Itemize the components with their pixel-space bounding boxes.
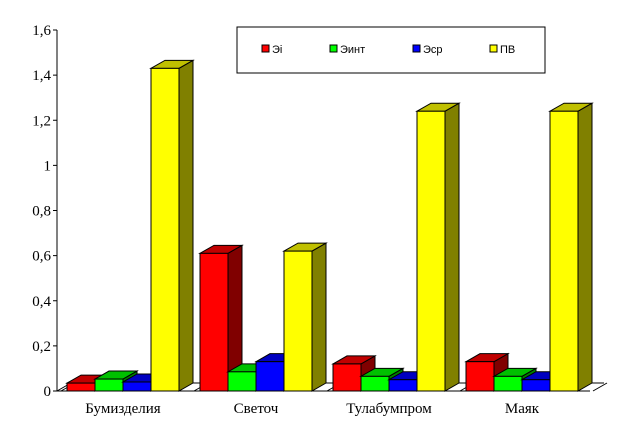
legend-swatch xyxy=(261,44,270,53)
x-tick-label: Светоч xyxy=(234,401,279,417)
bar-front xyxy=(493,375,523,392)
bar-front xyxy=(227,371,257,392)
y-tick-label: 0,2 xyxy=(32,339,51,355)
y-tick-label: 0 xyxy=(44,384,52,400)
bar-front xyxy=(255,361,285,392)
bar-front xyxy=(416,110,446,392)
bar-front xyxy=(332,363,362,392)
legend-label: Эі xyxy=(272,44,282,56)
bar-front xyxy=(521,379,551,392)
bar-front xyxy=(283,250,313,392)
legend-swatch xyxy=(329,44,338,53)
y-tick-label: 0,8 xyxy=(32,204,51,220)
bar-front xyxy=(94,378,124,392)
bar-front xyxy=(199,252,229,392)
x-tick-label: Бумизделия xyxy=(85,401,161,417)
y-tick-label: 1,6 xyxy=(32,23,51,39)
y-tick-label: 0,4 xyxy=(32,294,51,310)
legend-label: ПВ xyxy=(500,44,515,56)
bar-front xyxy=(465,361,495,392)
bar-side xyxy=(178,59,194,392)
legend-label: Эср xyxy=(423,44,443,56)
bar-front xyxy=(360,375,390,392)
y-tick-label: 1,4 xyxy=(32,68,51,84)
bar-ПВ-Тулабумпром xyxy=(415,102,461,392)
x-tick-label: Тулабумпром xyxy=(346,401,432,417)
legend-swatch xyxy=(412,44,421,53)
bar-front xyxy=(122,381,152,392)
bar-side xyxy=(311,242,327,392)
x-tick xyxy=(592,382,608,392)
y-tick-label: 1 xyxy=(44,158,52,174)
bar-ПВ-Светоч xyxy=(282,242,328,392)
x-tick-label: Маяк xyxy=(505,401,540,417)
bar-Эі-Светоч xyxy=(198,244,244,392)
y-tick-label: 1,2 xyxy=(32,113,51,129)
bar-side xyxy=(444,102,460,392)
bar-front xyxy=(150,67,180,392)
bar-ПВ-Бумизделия xyxy=(149,59,195,392)
y-tick-label: 0,6 xyxy=(32,249,51,265)
legend-box xyxy=(236,26,546,74)
bar-side xyxy=(577,102,593,392)
bar-ПВ-Маяк xyxy=(548,102,594,392)
legend-swatch xyxy=(489,44,498,53)
legend-label: Эинт xyxy=(340,44,365,56)
bar-front xyxy=(66,382,96,392)
bar-front xyxy=(388,379,418,392)
bar-front xyxy=(549,110,579,392)
